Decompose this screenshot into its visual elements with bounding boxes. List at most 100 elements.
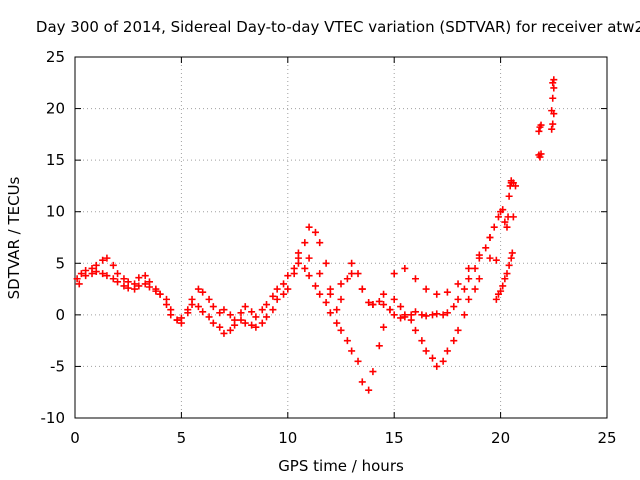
data-point (503, 223, 511, 231)
data-point (433, 290, 441, 298)
data-point (397, 303, 405, 311)
data-point (505, 261, 513, 269)
data-points (73, 76, 558, 394)
data-point (124, 284, 132, 292)
data-point (241, 303, 249, 311)
data-point (322, 298, 330, 306)
data-point (465, 275, 473, 283)
data-point (390, 295, 398, 303)
data-point (305, 254, 313, 262)
series-tertiary (294, 249, 500, 309)
data-point (237, 309, 245, 317)
data-point (109, 261, 117, 269)
x-tick-label: 20 (491, 429, 510, 447)
data-point (369, 368, 377, 376)
data-point (145, 283, 153, 291)
data-point (492, 256, 500, 264)
data-point (411, 275, 419, 283)
data-point (184, 306, 192, 314)
data-point (301, 239, 309, 247)
data-point (216, 323, 224, 331)
data-point (411, 308, 419, 316)
data-point (73, 275, 81, 283)
data-point (499, 282, 507, 290)
data-point (443, 309, 451, 317)
data-point (220, 306, 228, 314)
data-point (501, 218, 509, 226)
data-point (252, 323, 260, 331)
data-point (509, 213, 517, 221)
data-point (152, 287, 160, 295)
series-secondary (75, 223, 494, 337)
data-point (486, 234, 494, 241)
data-point (209, 319, 217, 327)
data-point (475, 275, 483, 283)
data-point (380, 301, 388, 309)
data-point (82, 272, 90, 280)
data-point (120, 275, 128, 283)
data-point (358, 378, 366, 386)
data-point (548, 125, 556, 133)
data-point (269, 306, 277, 314)
data-point (290, 270, 298, 278)
data-point (475, 251, 483, 259)
data-point (252, 313, 260, 321)
x-axis: 0 5 10 15 20 25 (70, 57, 617, 447)
data-point (333, 306, 341, 314)
series-late (486, 177, 519, 241)
data-point (226, 326, 234, 334)
data-point (537, 150, 545, 158)
y-axis-label: SDTVAR / TECUs (5, 176, 23, 299)
data-point (301, 264, 309, 272)
data-point (454, 326, 462, 334)
series-late-low (492, 249, 516, 303)
data-point (209, 303, 217, 311)
data-point (397, 314, 405, 322)
data-point (88, 270, 96, 278)
data-point (77, 270, 85, 278)
data-point (549, 120, 557, 128)
data-point (511, 182, 519, 190)
data-point (337, 326, 345, 334)
data-point (505, 192, 513, 200)
series-main (73, 254, 483, 394)
data-point (177, 314, 185, 322)
x-tick-label: 15 (385, 429, 404, 447)
data-point (109, 275, 117, 283)
data-point (537, 121, 545, 129)
data-point (499, 206, 507, 214)
data-point (348, 347, 356, 355)
x-tick-label: 10 (278, 429, 297, 447)
data-point (226, 311, 234, 319)
data-point (103, 272, 111, 280)
data-point (365, 298, 373, 306)
data-point (141, 272, 149, 280)
data-point (280, 280, 288, 288)
data-point (508, 249, 516, 257)
data-point (450, 303, 458, 311)
data-point (141, 280, 149, 288)
data-point (429, 311, 437, 319)
y-tick-label: -5 (50, 357, 65, 375)
data-point (326, 309, 334, 317)
data-point (422, 312, 430, 320)
data-point (311, 228, 319, 236)
data-point (173, 316, 181, 324)
data-point (454, 295, 462, 303)
data-point (486, 254, 494, 262)
data-point (205, 295, 213, 303)
data-point (92, 268, 100, 276)
data-point (411, 326, 419, 334)
data-point (280, 290, 288, 298)
data-point (305, 272, 313, 280)
data-point (220, 329, 228, 337)
data-point (443, 347, 451, 355)
data-point (548, 107, 556, 115)
data-point (450, 337, 458, 345)
data-point (99, 270, 107, 278)
y-tick-label: 5 (55, 254, 65, 272)
data-point (501, 275, 509, 283)
data-point (433, 362, 441, 370)
data-point (365, 386, 373, 394)
x-tick-label: 5 (177, 429, 187, 447)
